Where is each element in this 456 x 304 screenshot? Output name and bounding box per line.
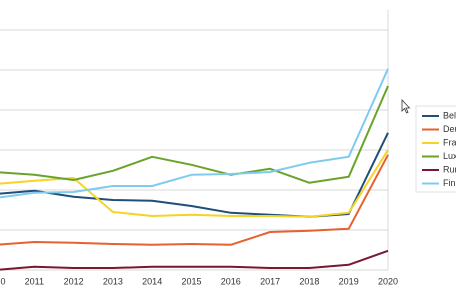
- series-line: [0, 154, 389, 246]
- series-line: [0, 249, 389, 271]
- x-tick-label: 2020: [378, 276, 398, 286]
- x-tick-label: 2011: [25, 276, 44, 286]
- x-tick-label: 2012: [64, 276, 84, 286]
- legend-box: [415, 105, 456, 193]
- series-line: [0, 68, 389, 199]
- x-tick-label: 2014: [142, 276, 162, 286]
- x-tick-label: 2016: [221, 276, 241, 286]
- x-tick-label: 2015: [181, 276, 201, 286]
- x-tick-label: 2018: [299, 276, 319, 286]
- legend-label: Deu: [443, 124, 456, 134]
- series-line: [0, 85, 389, 184]
- mouse-cursor: [401, 98, 411, 114]
- x-tick-label: 0: [0, 276, 5, 286]
- legend-label: Fra: [443, 137, 456, 147]
- legend-label: Fin: [443, 178, 456, 188]
- legend-label: Bel: [443, 110, 456, 120]
- legend-label: Lux: [443, 151, 456, 161]
- x-tick-label: 2019: [339, 276, 359, 286]
- legend-label: Rum: [443, 164, 456, 174]
- x-tick-label: 2013: [103, 276, 123, 286]
- x-tick-label: 2017: [260, 276, 280, 286]
